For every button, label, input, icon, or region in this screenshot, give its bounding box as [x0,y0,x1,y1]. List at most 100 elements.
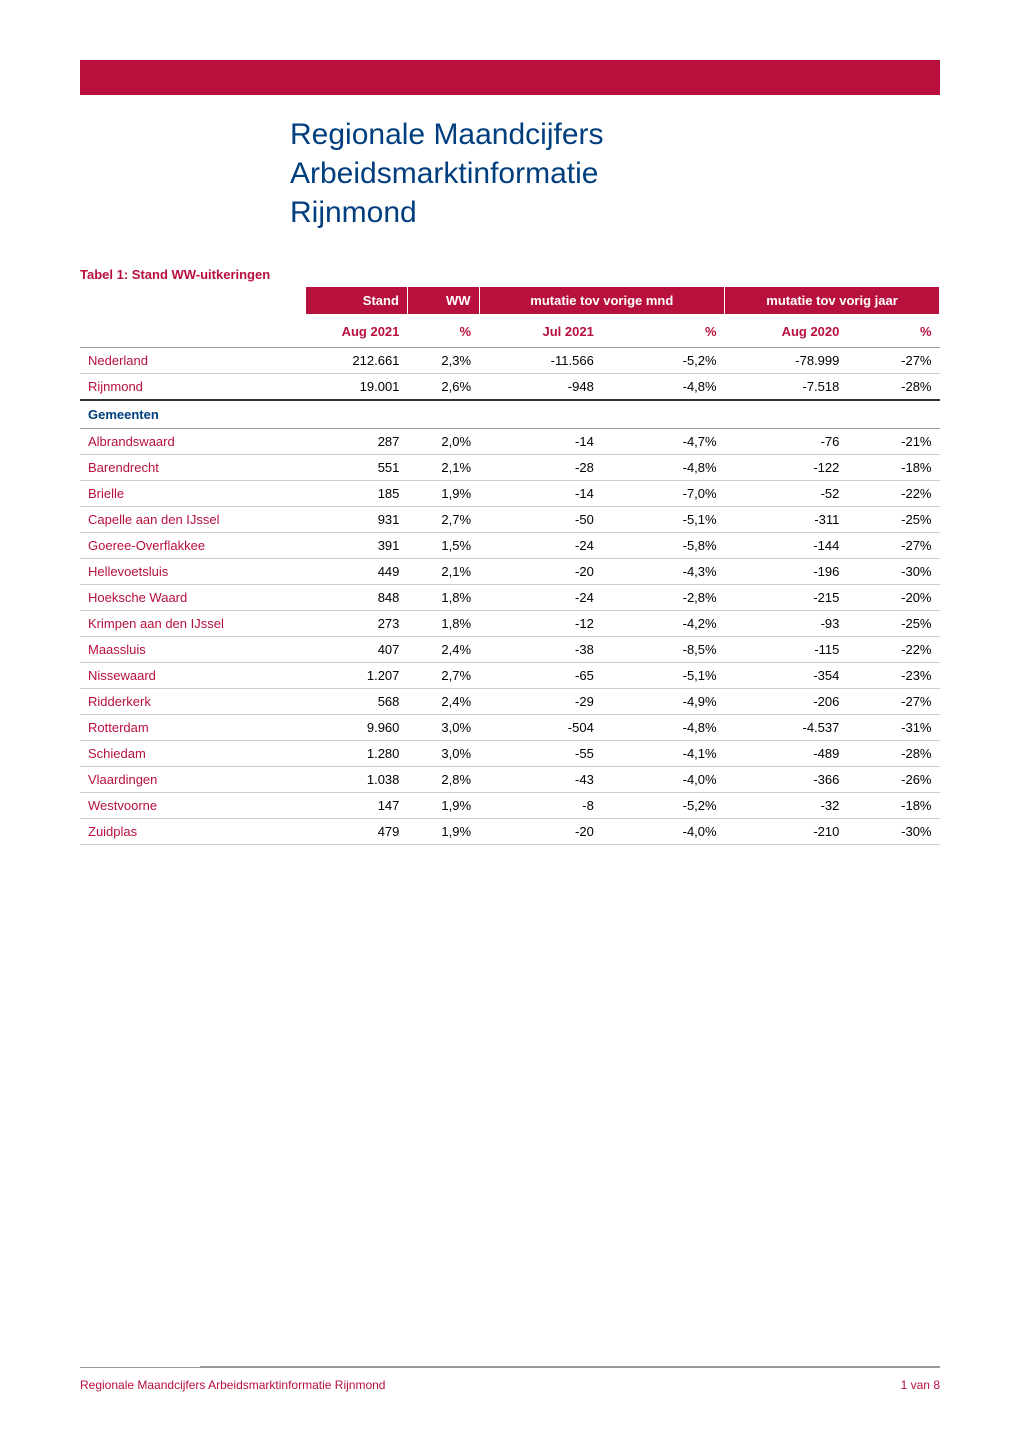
cell-ww: 2,8% [407,767,479,793]
section-label: Gemeenten [80,400,940,429]
cell-jaar_val: -354 [725,663,848,689]
cell-jaar_val: -206 [725,689,848,715]
subheader-ww: % [407,314,479,348]
cell-mnd_pct: -4,2% [602,611,725,637]
cell-stand: 147 [305,793,407,819]
table-row: Rijnmond19.0012,6%-948-4,8%-7.518-28% [80,374,940,401]
cell-name: Albrandswaard [80,429,305,455]
cell-ww: 1,8% [407,585,479,611]
cell-mnd_val: -20 [479,819,602,845]
cell-name: Barendrecht [80,455,305,481]
cell-mnd_pct: -2,8% [602,585,725,611]
cell-stand: 551 [305,455,407,481]
cell-ww: 2,4% [407,689,479,715]
cell-jaar_pct: -30% [847,819,939,845]
table-row: Barendrecht5512,1%-28-4,8%-122-18% [80,455,940,481]
cell-jaar_pct: -18% [847,455,939,481]
cell-mnd_pct: -8,5% [602,637,725,663]
cell-jaar_val: -366 [725,767,848,793]
cell-ww: 3,0% [407,741,479,767]
cell-ww: 2,0% [407,429,479,455]
cell-jaar_val: -7.518 [725,374,848,401]
page-footer: Regionale Maandcijfers Arbeidsmarktinfor… [80,1367,940,1392]
cell-mnd_val: -43 [479,767,602,793]
header-empty [80,287,305,314]
cell-jaar_val: -115 [725,637,848,663]
cell-stand: 1.280 [305,741,407,767]
subheader-empty [80,314,305,348]
cell-stand: 185 [305,481,407,507]
cell-mnd_val: -24 [479,533,602,559]
cell-mnd_val: -65 [479,663,602,689]
subheader-jaar-pct: % [847,314,939,348]
table-row: Krimpen aan den IJssel2731,8%-12-4,2%-93… [80,611,940,637]
cell-mnd_val: -29 [479,689,602,715]
cell-stand: 931 [305,507,407,533]
cell-name: Rotterdam [80,715,305,741]
table-row: Albrandswaard2872,0%-14-4,7%-76-21% [80,429,940,455]
cell-stand: 391 [305,533,407,559]
cell-mnd_val: -38 [479,637,602,663]
cell-ww: 2,3% [407,348,479,374]
cell-jaar_val: -93 [725,611,848,637]
cell-mnd_pct: -4,8% [602,374,725,401]
cell-ww: 3,0% [407,715,479,741]
header-mutatie-jaar: mutatie tov vorig jaar [725,287,940,314]
cell-jaar_pct: -27% [847,689,939,715]
table-header-row: Stand WW mutatie tov vorige mnd mutatie … [80,287,940,314]
cell-jaar_val: -78.999 [725,348,848,374]
cell-ww: 2,7% [407,663,479,689]
cell-jaar_pct: -26% [847,767,939,793]
cell-ww: 1,5% [407,533,479,559]
cell-name: Goeree-Overflakkee [80,533,305,559]
table-row: Hoeksche Waard8481,8%-24-2,8%-215-20% [80,585,940,611]
cell-mnd_pct: -4,8% [602,715,725,741]
cell-stand: 1.207 [305,663,407,689]
table-row: Nederland212.6612,3%-11.566-5,2%-78.999-… [80,348,940,374]
cell-jaar_val: -4.537 [725,715,848,741]
cell-ww: 1,8% [407,611,479,637]
section-row-gemeenten: Gemeenten [80,400,940,429]
cell-stand: 479 [305,819,407,845]
cell-jaar_val: -76 [725,429,848,455]
cell-jaar_pct: -22% [847,481,939,507]
title-line-3: Rijnmond [290,196,417,229]
cell-stand: 568 [305,689,407,715]
title-line-2: Arbeidsmarktinformatie [290,157,598,190]
cell-stand: 9.960 [305,715,407,741]
cell-mnd_pct: -5,1% [602,507,725,533]
cell-name: Nederland [80,348,305,374]
table-row: Hellevoetsluis4492,1%-20-4,3%-196-30% [80,559,940,585]
cell-mnd_pct: -4,7% [602,429,725,455]
subheader-stand: Aug 2021 [305,314,407,348]
title-line-1: Regionale Maandcijfers [290,118,604,151]
ww-uitkeringen-table: Stand WW mutatie tov vorige mnd mutatie … [80,287,940,845]
footer-left: Regionale Maandcijfers Arbeidsmarktinfor… [80,1378,385,1392]
table-row: Zuidplas4791,9%-20-4,0%-210-30% [80,819,940,845]
cell-mnd_pct: -5,2% [602,793,725,819]
header-bar [80,60,940,95]
cell-ww: 2,4% [407,637,479,663]
page-title: Regionale Maandcijfers Arbeidsmarktinfor… [290,115,940,232]
table-row: Goeree-Overflakkee3911,5%-24-5,8%-144-27… [80,533,940,559]
cell-stand: 287 [305,429,407,455]
table-title: Tabel 1: Stand WW-uitkeringen [80,267,940,282]
cell-stand: 19.001 [305,374,407,401]
cell-mnd_pct: -4,1% [602,741,725,767]
table-row: Vlaardingen1.0382,8%-43-4,0%-366-26% [80,767,940,793]
cell-mnd_val: -14 [479,429,602,455]
cell-stand: 1.038 [305,767,407,793]
cell-jaar_pct: -23% [847,663,939,689]
cell-ww: 1,9% [407,793,479,819]
cell-jaar_val: -52 [725,481,848,507]
header-ww: WW [407,287,479,314]
cell-stand: 212.661 [305,348,407,374]
cell-name: Brielle [80,481,305,507]
cell-jaar_pct: -31% [847,715,939,741]
table-row: Westvoorne1471,9%-8-5,2%-32-18% [80,793,940,819]
cell-mnd_pct: -4,8% [602,455,725,481]
cell-mnd_pct: -7,0% [602,481,725,507]
cell-mnd_val: -504 [479,715,602,741]
cell-name: Rijnmond [80,374,305,401]
cell-jaar_pct: -21% [847,429,939,455]
